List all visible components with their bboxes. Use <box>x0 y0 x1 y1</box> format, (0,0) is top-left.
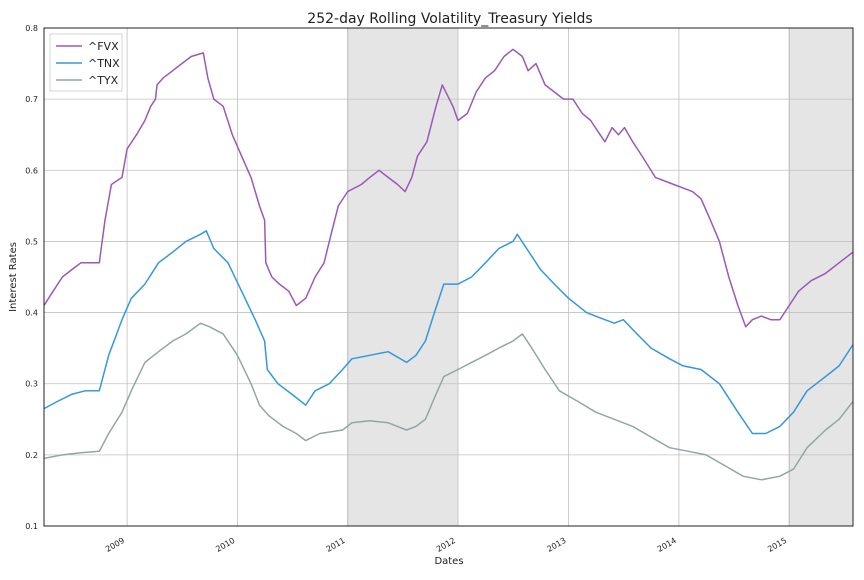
series-line-fvx <box>43 48 854 328</box>
plot-frame <box>43 27 854 527</box>
y-tick-label: 0.1 <box>25 522 38 531</box>
x-tick-label: 2012 <box>435 536 457 554</box>
y-tick-label: 0.8 <box>25 24 38 33</box>
x-tick-label: 2010 <box>214 536 236 554</box>
y-axis-label: Interest Rates <box>8 242 19 312</box>
x-tick-label: 2014 <box>656 536 678 554</box>
series-lines <box>43 48 854 481</box>
x-axis-label: Dates <box>434 556 463 567</box>
y-tick-label: 0.3 <box>25 380 38 389</box>
y-tick-label: 0.7 <box>25 95 38 104</box>
shaded-region-2 <box>789 28 853 526</box>
shaded-regions <box>347 28 853 526</box>
y-tick-label: 0.4 <box>25 309 38 318</box>
series-line-tnx <box>43 230 854 435</box>
y-axis-ticks: 0.1 0.2 0.3 0.4 0.5 0.6 0.7 0.8 <box>25 24 38 531</box>
legend-label: ^TYX <box>88 74 119 87</box>
y-tick-label: 0.6 <box>25 166 38 175</box>
legend-label: ^TNX <box>88 57 120 70</box>
legend-label: ^FVX <box>88 40 119 53</box>
x-tick-label: 2009 <box>104 536 126 554</box>
y-tick-label: 0.5 <box>25 237 38 246</box>
x-axis-ticks: 2009 2010 2011 2012 2013 2014 2015 <box>104 536 788 554</box>
legend: ^FVX ^TNX ^TYX <box>49 33 123 92</box>
series-line-tyx <box>43 322 854 481</box>
x-tick-label: 2013 <box>545 536 567 554</box>
shaded-region-1 <box>347 28 459 526</box>
x-tick-label: 2015 <box>766 536 788 554</box>
chart-title: 252-day Rolling Volatility_Treasury Yiel… <box>307 11 592 27</box>
gridlines <box>44 27 853 527</box>
y-tick-label: 0.2 <box>25 451 38 460</box>
x-tick-label: 2011 <box>325 536 347 554</box>
